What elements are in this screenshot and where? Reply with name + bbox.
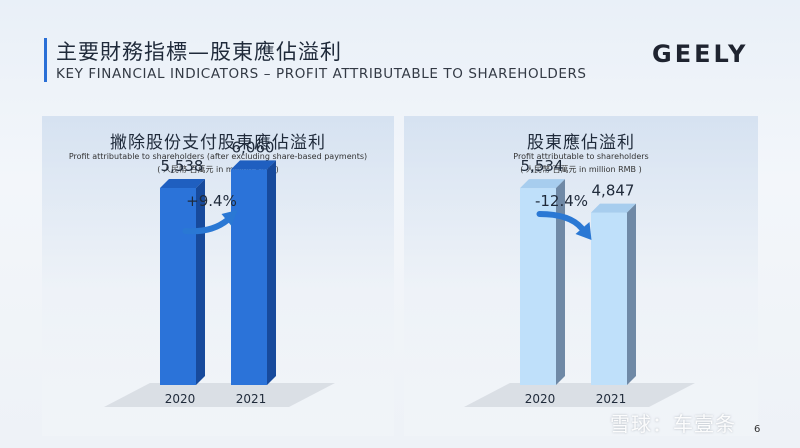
- page-number: 6: [754, 424, 761, 435]
- category-tick-label: 2020: [525, 392, 556, 406]
- bar-value-label: 5,534: [521, 157, 564, 175]
- bar-2020: [520, 179, 565, 385]
- watermark-text: 雪球：车壹条: [610, 412, 736, 436]
- change-percent-label: +9.4%: [186, 192, 237, 210]
- page-title: 主要財務指標—股東應佔溢利: [56, 40, 342, 64]
- page-subtitle: KEY FINANCIAL INDICATORS – PROFIT ATTRIB…: [56, 66, 587, 82]
- chart-title: 股東應佔溢利: [527, 133, 635, 153]
- bar-top: [231, 160, 276, 170]
- bar-top: [591, 203, 636, 213]
- bar-2021: [231, 160, 276, 385]
- category-tick-label: 2021: [236, 392, 267, 406]
- bar-side: [627, 203, 636, 385]
- bar-front: [591, 212, 627, 385]
- bar-value-label: 5,538: [161, 157, 204, 175]
- chart-unit: ( 人民幣 百萬元 in million RMB ): [520, 165, 642, 174]
- bar-top: [160, 179, 205, 189]
- bar-2020: [160, 179, 205, 385]
- bar-front: [520, 188, 556, 385]
- bar-chart-right: 5,534 2020 4,847 2021 -12.4%: [464, 157, 695, 407]
- bar-top: [520, 179, 565, 189]
- floor-plate: [104, 383, 335, 407]
- change-percent-label: -12.4%: [535, 192, 588, 210]
- chart-subtitle: Profit attributable to shareholders: [513, 152, 649, 161]
- geely-logo: GEELY: [652, 40, 749, 68]
- category-tick-label: 2021: [596, 392, 627, 406]
- bar-chart-left: 5,538 2020 6,060 2021 +9.4%: [104, 138, 335, 407]
- chart-title: 撇除股份支付股東應佔溢利: [110, 133, 326, 153]
- bar-2021: [591, 203, 636, 385]
- bar-side: [267, 160, 276, 385]
- title-accent-bar: [44, 38, 47, 82]
- floor-plate: [464, 383, 695, 407]
- chart-panel-right: 股東應佔溢利 Profit attributable to shareholde…: [404, 116, 758, 436]
- bar-value-label: 4,847: [592, 182, 635, 200]
- down-arrow-icon: [536, 211, 592, 240]
- bar-value-label: 6,060: [232, 138, 275, 156]
- chart-unit: ( 人民幣 百萬元 in million RMB ): [157, 165, 279, 174]
- chart-subtitle: Profit attributable to shareholders (aft…: [68, 152, 368, 161]
- bar-front: [160, 188, 196, 385]
- bar-side: [556, 179, 565, 385]
- bar-front: [231, 169, 267, 385]
- chart-panel-left: 撇除股份支付股東應佔溢利 Profit attributable to shar…: [42, 116, 394, 436]
- up-arrow-icon: [182, 210, 238, 235]
- category-tick-label: 2020: [165, 392, 196, 406]
